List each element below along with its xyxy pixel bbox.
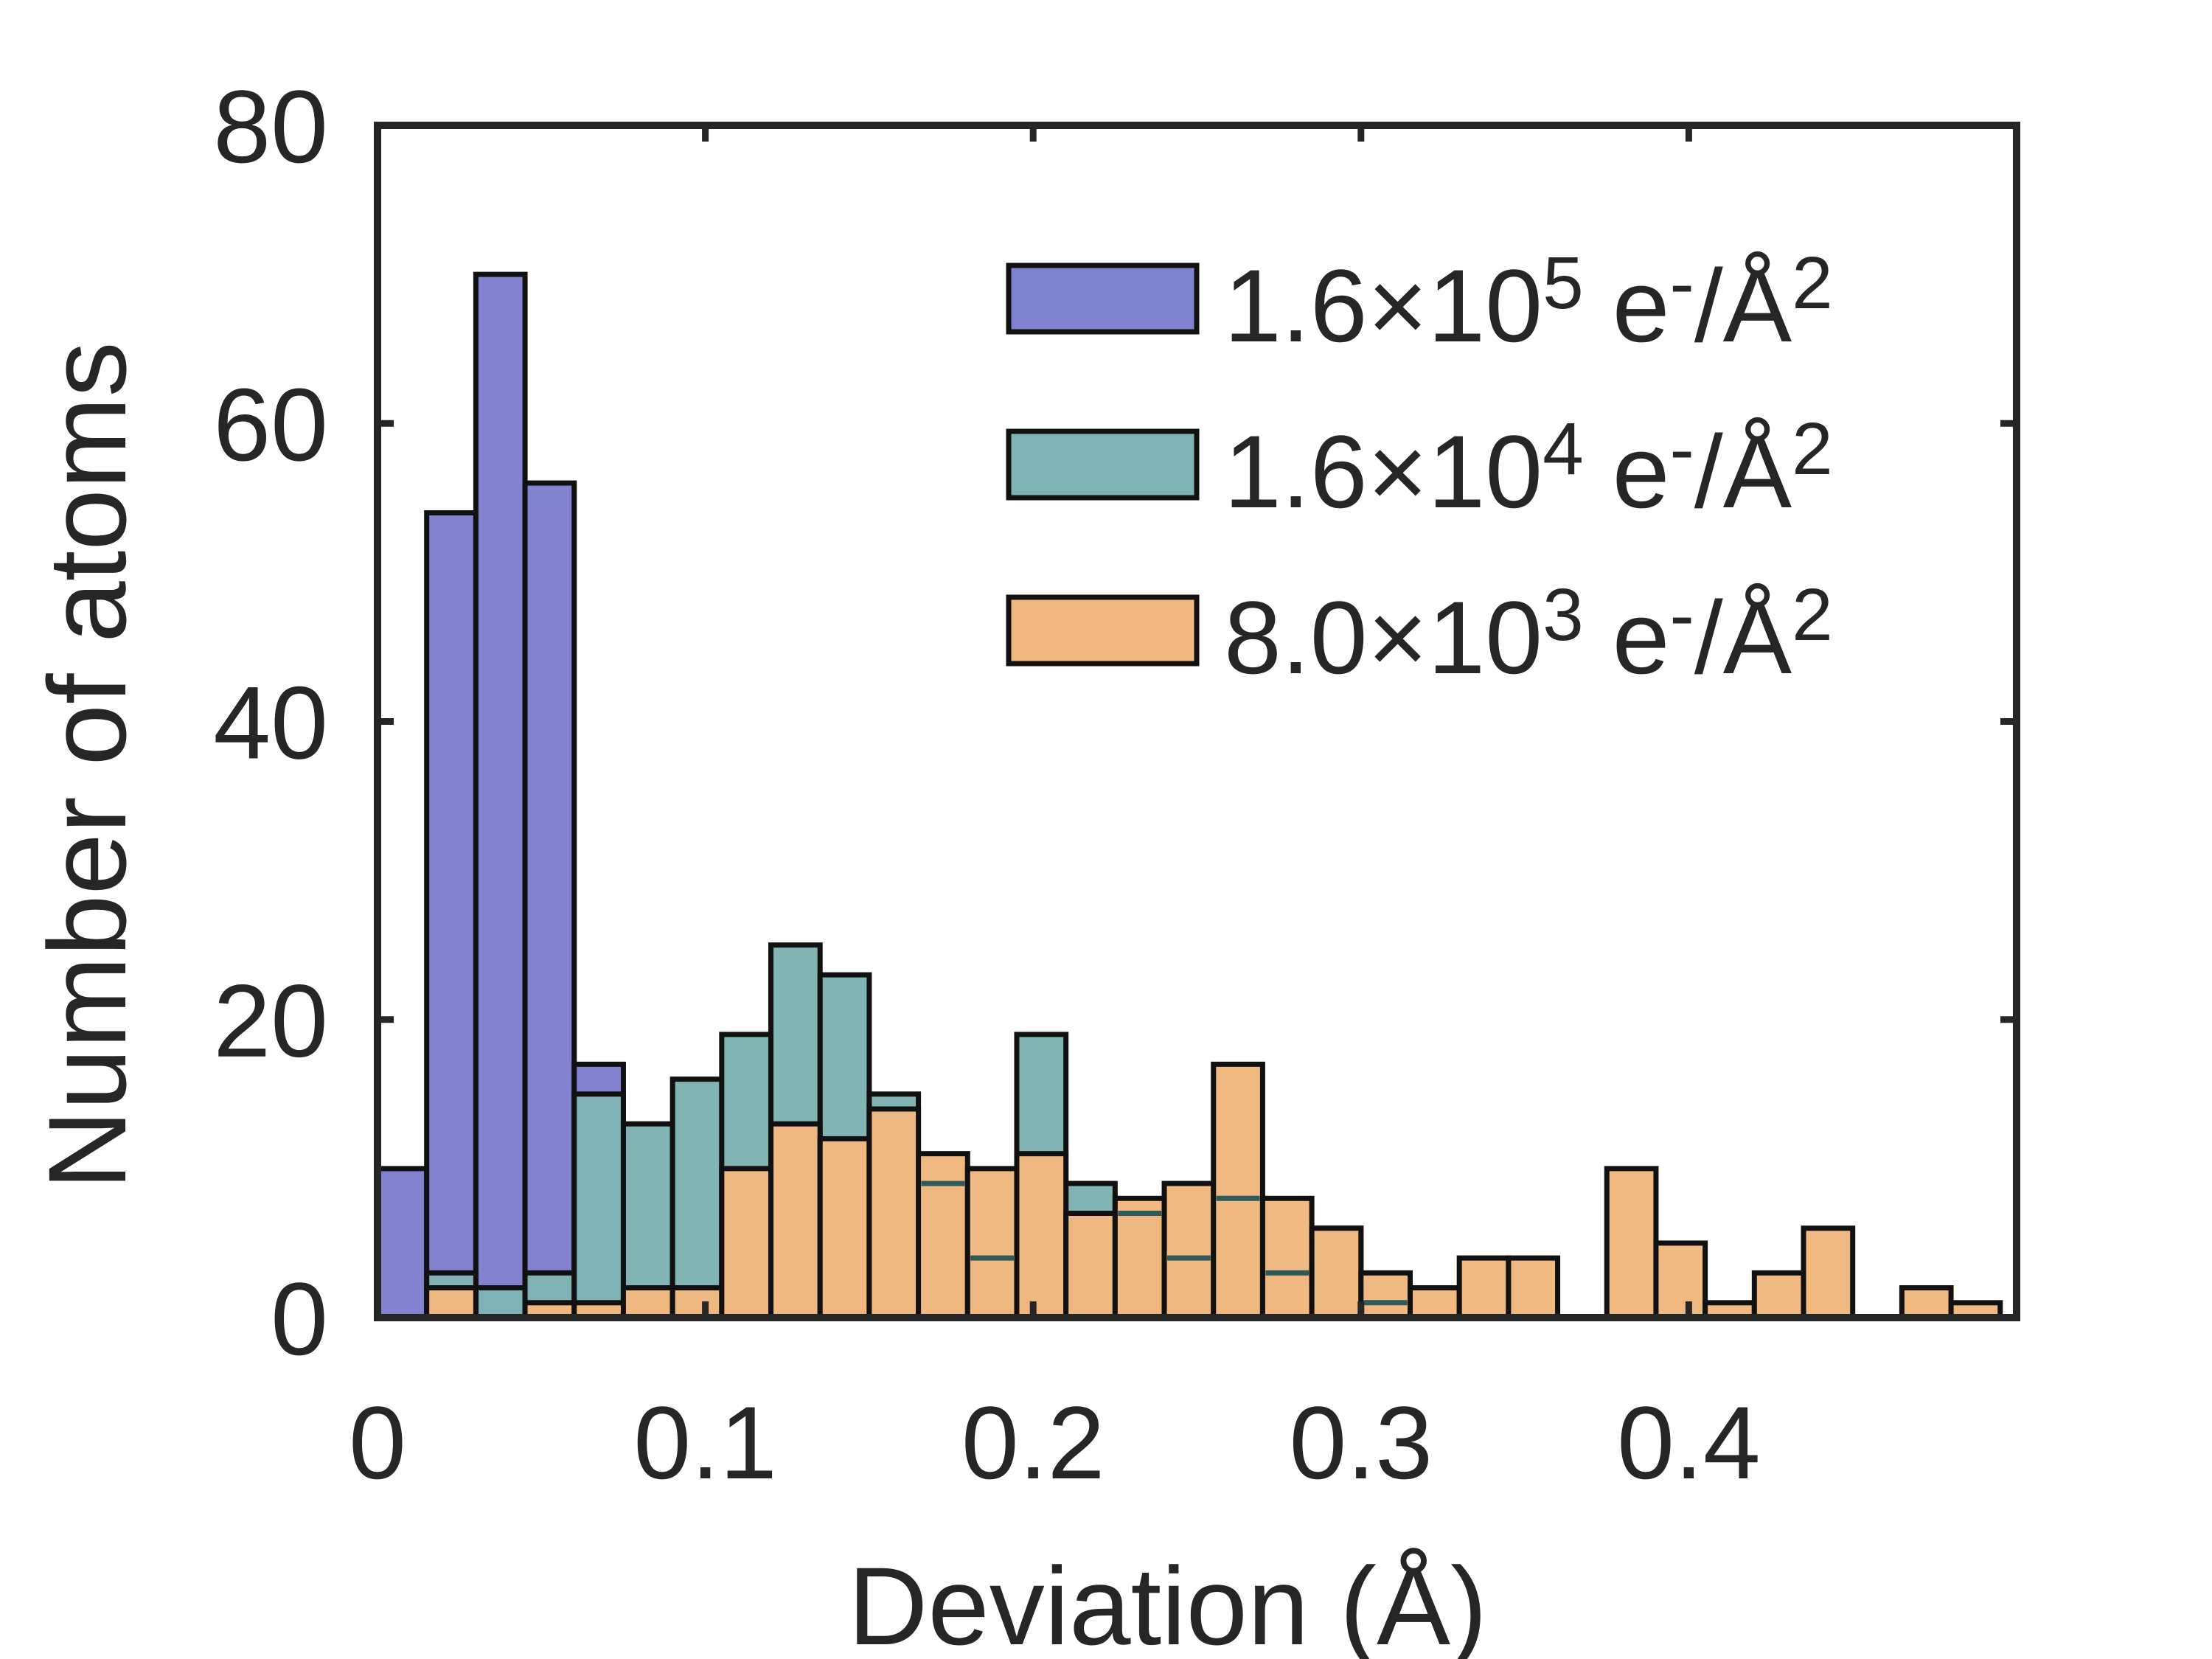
y-axis-label: Number of atoms <box>25 341 149 1189</box>
legend-label-2: 1.6×104 e-/Å2 <box>1224 408 1833 529</box>
bar-series3-bin22 <box>1407 1285 1462 1321</box>
bar-series3-bin9 <box>768 1121 823 1321</box>
y-tick-label: 20 <box>213 963 328 1079</box>
bar-series3-bin7 <box>669 1285 725 1321</box>
bar-series3-bin27 <box>1653 1240 1708 1321</box>
bar-series1-bin3 <box>473 271 528 1321</box>
legend-label-1: 1.6×105 e-/Å2 <box>1224 242 1833 364</box>
bar-series3-bin26 <box>1604 1166 1659 1321</box>
legend-swatch-3 <box>1006 594 1200 667</box>
bar-series3-bin18 <box>1211 1061 1265 1321</box>
bar-series1-bin4 <box>522 480 577 1321</box>
bar-series3-bin29 <box>1751 1270 1806 1321</box>
bar-series2-bin7 <box>669 1077 725 1321</box>
ticks-layer <box>374 122 2017 1321</box>
bar-series3-bin24 <box>1506 1255 1561 1321</box>
bar-series3-bin13 <box>964 1166 1020 1321</box>
y-tick-label: 40 <box>213 665 328 781</box>
bar-series3-bin11 <box>866 1106 922 1321</box>
x-tick-label: 0.2 <box>961 1385 1105 1500</box>
bar-series3-bin10 <box>817 1135 872 1321</box>
bar-series3-bin14 <box>1014 1151 1069 1321</box>
x-tick-label: 0.1 <box>633 1385 777 1500</box>
bar-series3-bin2 <box>424 1285 479 1321</box>
bar-series3-bin12 <box>916 1151 970 1321</box>
tick-labels-layer: 0 0.1 0.2 0.3 0.4 0 20 40 60 80 <box>213 69 1760 1500</box>
x-tick-label: 0 <box>349 1385 406 1500</box>
bar-series3-bin15 <box>1063 1211 1118 1321</box>
legend-label-3: 8.0×103 e-/Å2 <box>1224 574 1833 695</box>
bar-series3-bin32 <box>1899 1285 1954 1321</box>
bar-series1-bin2 <box>424 510 479 1321</box>
x-tick-label: 0.4 <box>1617 1385 1761 1500</box>
overlap-lines-layer <box>921 1180 1408 1306</box>
bar-series3-bin21 <box>1358 1270 1413 1321</box>
legend-swatch-2 <box>1006 428 1200 501</box>
x-tick-label: 0.3 <box>1289 1385 1433 1500</box>
bar-series3-bin6 <box>620 1285 675 1321</box>
bar-series3-bin30 <box>1801 1225 1856 1321</box>
x-axis-label: Deviation (Å) <box>848 1544 1487 1659</box>
y-tick-label: 0 <box>271 1261 328 1377</box>
bar-series3-bin16 <box>1112 1195 1167 1321</box>
bar-series2-bin5 <box>571 1091 626 1321</box>
bar-series3-bin8 <box>719 1166 774 1321</box>
bar-series3-bin20 <box>1309 1225 1364 1321</box>
legend-swatch-1 <box>1006 262 1200 335</box>
y-tick-label: 80 <box>213 69 328 184</box>
y-tick-label: 60 <box>213 366 328 482</box>
bar-series3-bin19 <box>1259 1195 1315 1321</box>
bar-series3-bin23 <box>1456 1255 1512 1321</box>
legend: 1.6×105 e-/Å2 1.6×104 e-/Å2 8.0×103 e-/Å2 <box>1006 242 1833 695</box>
bar-series3-bin17 <box>1161 1180 1217 1321</box>
bar-series2-bin3 <box>473 1285 528 1321</box>
bar-series1-bin1 <box>375 1166 430 1321</box>
